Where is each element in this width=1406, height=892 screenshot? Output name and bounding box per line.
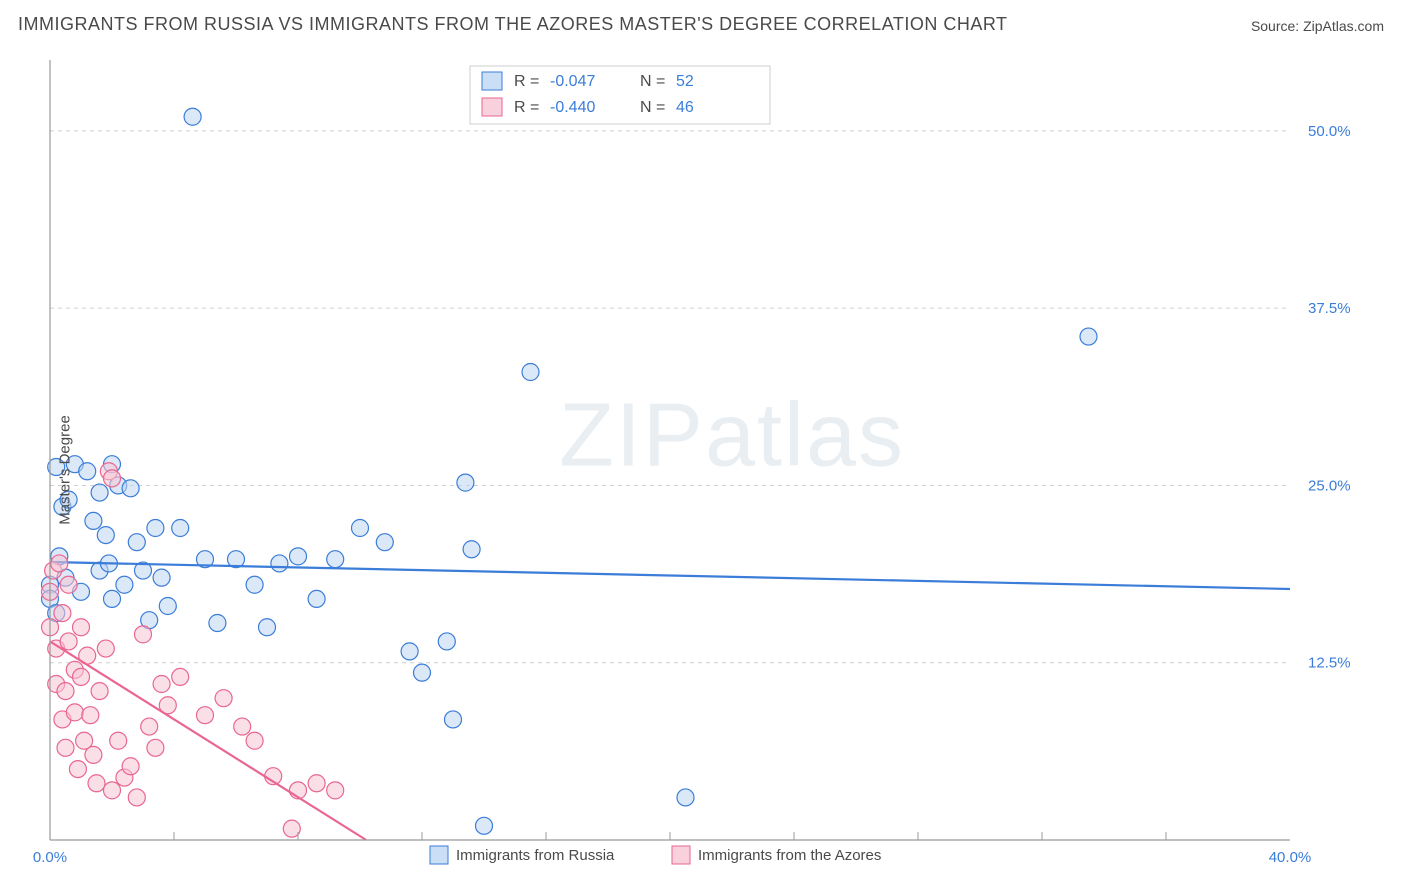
scatter-point-series-0 (184, 108, 201, 125)
scatter-point-series-0 (209, 615, 226, 632)
scatter-point-series-0 (97, 527, 114, 544)
legend-series-name: Immigrants from Russia (456, 847, 615, 864)
scatter-point-series-0 (246, 576, 263, 593)
scatter-point-series-1 (66, 704, 83, 721)
legend-r-value: -0.047 (550, 73, 595, 90)
y-tick-label: 50.0% (1308, 123, 1351, 140)
scatter-point-series-0 (438, 633, 455, 650)
legend-series-name: Immigrants from the Azores (698, 847, 881, 864)
scatter-point-series-1 (246, 732, 263, 749)
scatter-point-series-1 (104, 782, 121, 799)
y-axis-label: Master's Degree (56, 415, 73, 525)
scatter-point-series-0 (308, 590, 325, 607)
scatter-point-series-1 (147, 739, 164, 756)
legend-r-label: R = (514, 99, 539, 116)
scatter-chart: 12.5% 25.0% 37.5% 50.0% ZIPatlas 0.0% 40.0% R =… (0, 60, 1406, 880)
scatter-point-series-1 (57, 683, 74, 700)
source-label: Source: (1251, 18, 1303, 34)
scatter-point-series-0 (414, 664, 431, 681)
scatter-point-series-0 (327, 551, 344, 568)
scatter-point-series-1 (327, 782, 344, 799)
scatter-point-series-0 (122, 480, 139, 497)
scatter-point-series-1 (69, 761, 86, 778)
scatter-point-series-1 (85, 746, 102, 763)
scatter-point-series-0 (677, 789, 694, 806)
source-name: ZipAtlas.com (1303, 18, 1384, 34)
scatter-point-series-0 (85, 512, 102, 529)
scatter-point-series-0 (128, 534, 145, 551)
scatter-point-series-1 (135, 626, 152, 643)
y-tick-label: 25.0% (1308, 477, 1351, 494)
scatter-point-series-1 (197, 707, 214, 724)
scatter-point-series-0 (445, 711, 462, 728)
scatter-point-series-0 (376, 534, 393, 551)
scatter-point-series-1 (82, 707, 99, 724)
scatter-point-series-1 (153, 676, 170, 693)
scatter-point-series-0 (91, 484, 108, 501)
scatter-point-series-1 (128, 789, 145, 806)
scatter-point-series-1 (51, 555, 68, 572)
legend-n-value: 52 (676, 73, 694, 90)
legend-n-label: N = (640, 99, 665, 116)
scatter-point-series-1 (97, 640, 114, 657)
trend-line-series-0 (50, 562, 1290, 589)
scatter-point-series-0 (153, 569, 170, 586)
scatter-point-series-1 (104, 470, 121, 487)
y-tick-label: 37.5% (1308, 300, 1351, 317)
scatter-point-series-0 (116, 576, 133, 593)
scatter-point-series-0 (476, 817, 493, 834)
scatter-point-series-0 (172, 520, 189, 537)
scatter-point-series-0 (352, 520, 369, 537)
legend-swatch-bottom (672, 846, 690, 864)
scatter-point-series-0 (290, 548, 307, 565)
source-attribution: Source: ZipAtlas.com (1251, 18, 1384, 34)
legend-r-value: -0.440 (550, 99, 595, 116)
x-tick-label: 40.0% (1269, 849, 1312, 866)
scatter-point-series-0 (1080, 328, 1097, 345)
legend-r-label: R = (514, 73, 539, 90)
scatter-point-series-1 (57, 739, 74, 756)
scatter-point-series-1 (234, 718, 251, 735)
y-tick-label: 12.5% (1308, 655, 1351, 672)
legend-swatch (482, 98, 502, 116)
scatter-point-series-0 (79, 463, 96, 480)
scatter-point-series-1 (91, 683, 108, 700)
scatter-point-series-0 (401, 643, 418, 660)
chart-title: IMMIGRANTS FROM RUSSIA VS IMMIGRANTS FRO… (18, 14, 1008, 35)
scatter-point-series-0 (147, 520, 164, 537)
scatter-point-series-1 (141, 718, 158, 735)
legend-n-label: N = (640, 73, 665, 90)
legend-swatch-bottom (430, 846, 448, 864)
scatter-point-series-1 (60, 633, 77, 650)
scatter-point-series-1 (122, 758, 139, 775)
scatter-point-series-0 (159, 598, 176, 615)
legend-n-value: 46 (676, 99, 694, 116)
legend-swatch (482, 72, 502, 90)
scatter-point-series-1 (60, 576, 77, 593)
scatter-point-series-0 (522, 364, 539, 381)
scatter-point-series-0 (457, 474, 474, 491)
scatter-point-series-0 (259, 619, 276, 636)
scatter-point-series-0 (104, 590, 121, 607)
scatter-point-series-1 (88, 775, 105, 792)
watermark-text: ZIPatlas (559, 386, 905, 486)
scatter-point-series-1 (308, 775, 325, 792)
scatter-point-series-0 (463, 541, 480, 558)
chart-container: Master's Degree 12.5% 25.0% 37.5% 50.0% ZIPa… (0, 60, 1406, 880)
x-tick-label: 0.0% (33, 849, 67, 866)
scatter-point-series-1 (73, 619, 90, 636)
scatter-point-series-1 (73, 668, 90, 685)
scatter-point-series-1 (172, 668, 189, 685)
trend-line-series-1 (50, 641, 366, 840)
scatter-point-series-1 (54, 605, 71, 622)
scatter-point-series-1 (110, 732, 127, 749)
scatter-point-series-0 (271, 555, 288, 572)
scatter-point-series-1 (215, 690, 232, 707)
